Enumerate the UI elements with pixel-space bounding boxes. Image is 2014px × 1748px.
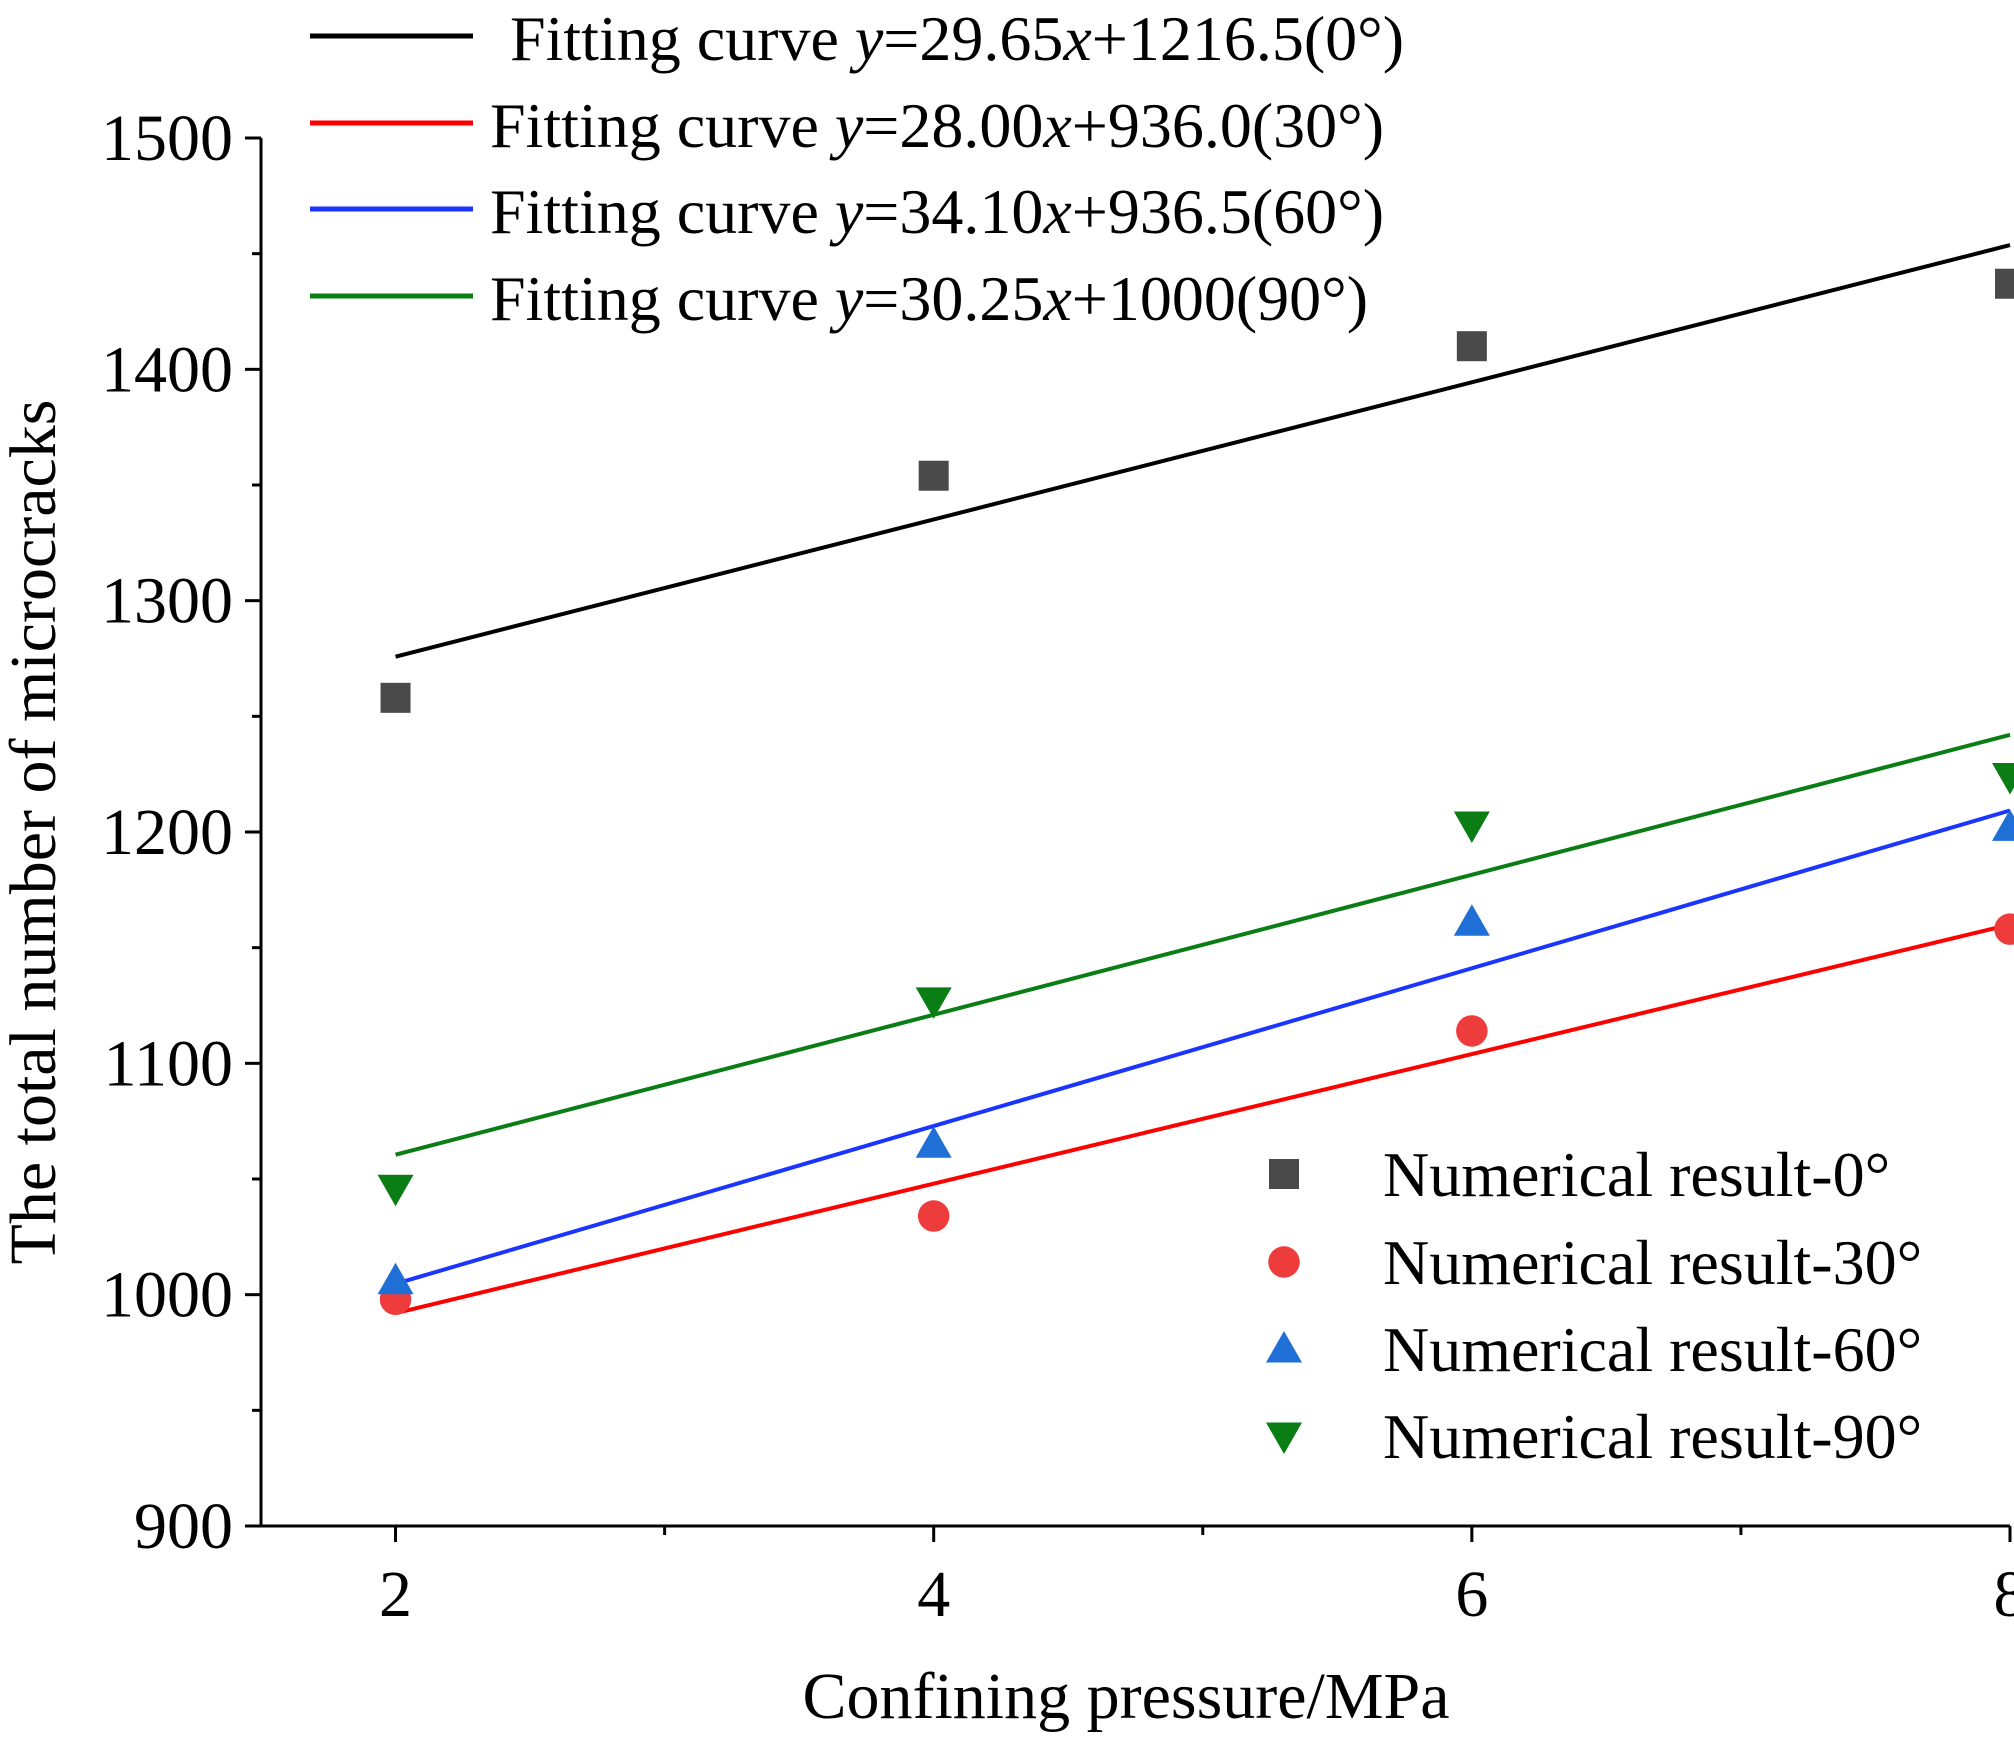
data-point-2-3 [1992, 809, 2014, 841]
y-tick-label: 900 [134, 1490, 233, 1563]
data-point-1-3 [1994, 913, 2014, 945]
fit-legend-label-1: Fitting curve y=28.00x+936.0(30°) [490, 90, 1384, 161]
data-point-0-3 [1995, 268, 2014, 299]
data-point-2-1 [915, 1126, 952, 1158]
data-point-3-2 [1453, 811, 1490, 844]
fit-legend-equation-part: =30.25 [863, 263, 1043, 334]
point-legend-label-2: Numerical result-60° [1383, 1314, 1922, 1385]
data-points [377, 268, 2014, 1316]
fit-legend: Fitting curve y=29.65x+1216.5(0°)Fitting… [310, 3, 1404, 334]
fit-legend-equation-part: y [829, 176, 864, 247]
fit-legend-label-3: Fitting curve y=30.25x+1000(90°) [490, 263, 1368, 334]
data-point-3-3 [1992, 762, 2014, 795]
fit-legend-label-0: Fitting curve y=29.65x+1216.5(0°) [510, 3, 1404, 74]
y-tick-label: 1400 [101, 333, 233, 406]
x-axis-title: Confining pressure/MPa [802, 1660, 1449, 1733]
x-tick-label: 6 [1455, 1558, 1488, 1631]
x-tick-label: 2 [379, 1558, 412, 1631]
point-legend-marker-0 [1269, 1159, 1299, 1189]
fit-legend-equation-part: y [849, 3, 884, 74]
point-legend-label-3: Numerical result-90° [1383, 1401, 1922, 1472]
y-tick-label: 1500 [101, 102, 233, 175]
fit-legend-prefix: Fitting curve [490, 263, 835, 334]
point-legend-marker-1 [1268, 1246, 1300, 1278]
fit-legend-label-2: Fitting curve y=34.10x+936.5(60°) [490, 176, 1384, 247]
data-point-1-2 [1456, 1015, 1488, 1047]
y-tick-label: 1000 [101, 1259, 233, 1332]
fit-legend-equation-part: =29.65 [883, 3, 1063, 74]
fit-legend-equation-part: +936.0(30°) [1072, 90, 1384, 161]
fit-legend-equation-part: =34.10 [863, 176, 1043, 247]
fit-legend-prefix: Fitting curve [490, 176, 835, 247]
point-legend-marker-2 [1266, 1331, 1302, 1363]
data-point-1-1 [917, 1200, 950, 1232]
fit-legend-prefix: Fitting curve [510, 3, 855, 74]
x-tick-label: 4 [917, 1558, 950, 1631]
data-point-0-1 [918, 460, 949, 491]
point-legend-marker-3 [1266, 1422, 1302, 1454]
fit-legend-equation-part: y [829, 263, 864, 334]
fit-line-0 [395, 243, 2011, 659]
fit-legend-equation-part: x [1062, 3, 1091, 74]
fit-lines [394, 243, 2011, 1316]
fit-legend-equation-part: +1216.5(0°) [1092, 3, 1404, 74]
fit-legend-equation-part: +936.5(60°) [1072, 176, 1384, 247]
data-point-0-0 [380, 682, 411, 713]
fit-legend-equation-part: x [1042, 90, 1071, 161]
y-tick-label: 1200 [101, 796, 233, 869]
y-tick-label: 1100 [103, 1027, 233, 1100]
fit-legend-equation-part: =28.00 [863, 90, 1043, 161]
fit-legend-equation-part: y [829, 90, 864, 161]
fit-line-3 [395, 732, 2011, 1157]
data-point-2-2 [1453, 904, 1490, 936]
fit-line-2 [394, 808, 2011, 1286]
data-point-2-0 [377, 1262, 414, 1295]
fit-legend-equation-part: x [1042, 176, 1071, 247]
fit-legend-prefix: Fitting curve [490, 90, 835, 161]
y-axis-title: The total number of microcracks [0, 400, 70, 1265]
fit-legend-equation-part: +1000(90°) [1072, 263, 1368, 334]
data-point-3-1 [915, 987, 952, 1019]
y-tick-label: 1300 [101, 565, 233, 638]
point-legend: Numerical result-0° Numerical result-30° N… [1266, 1139, 1922, 1472]
x-tick-label: 8 [1994, 1558, 2014, 1631]
point-legend-label-0: Numerical result-0° [1383, 1139, 1890, 1210]
fit-legend-equation-part: x [1042, 263, 1071, 334]
ticks: 2 4 6 8 900 1000 1100 1200 1300 1400 1500 [101, 102, 2014, 1631]
point-legend-label-1: Numerical result-30° [1383, 1227, 1922, 1298]
fit-line-1 [395, 922, 2011, 1316]
data-point-0-2 [1456, 331, 1487, 362]
data-point-3-0 [377, 1174, 414, 1207]
